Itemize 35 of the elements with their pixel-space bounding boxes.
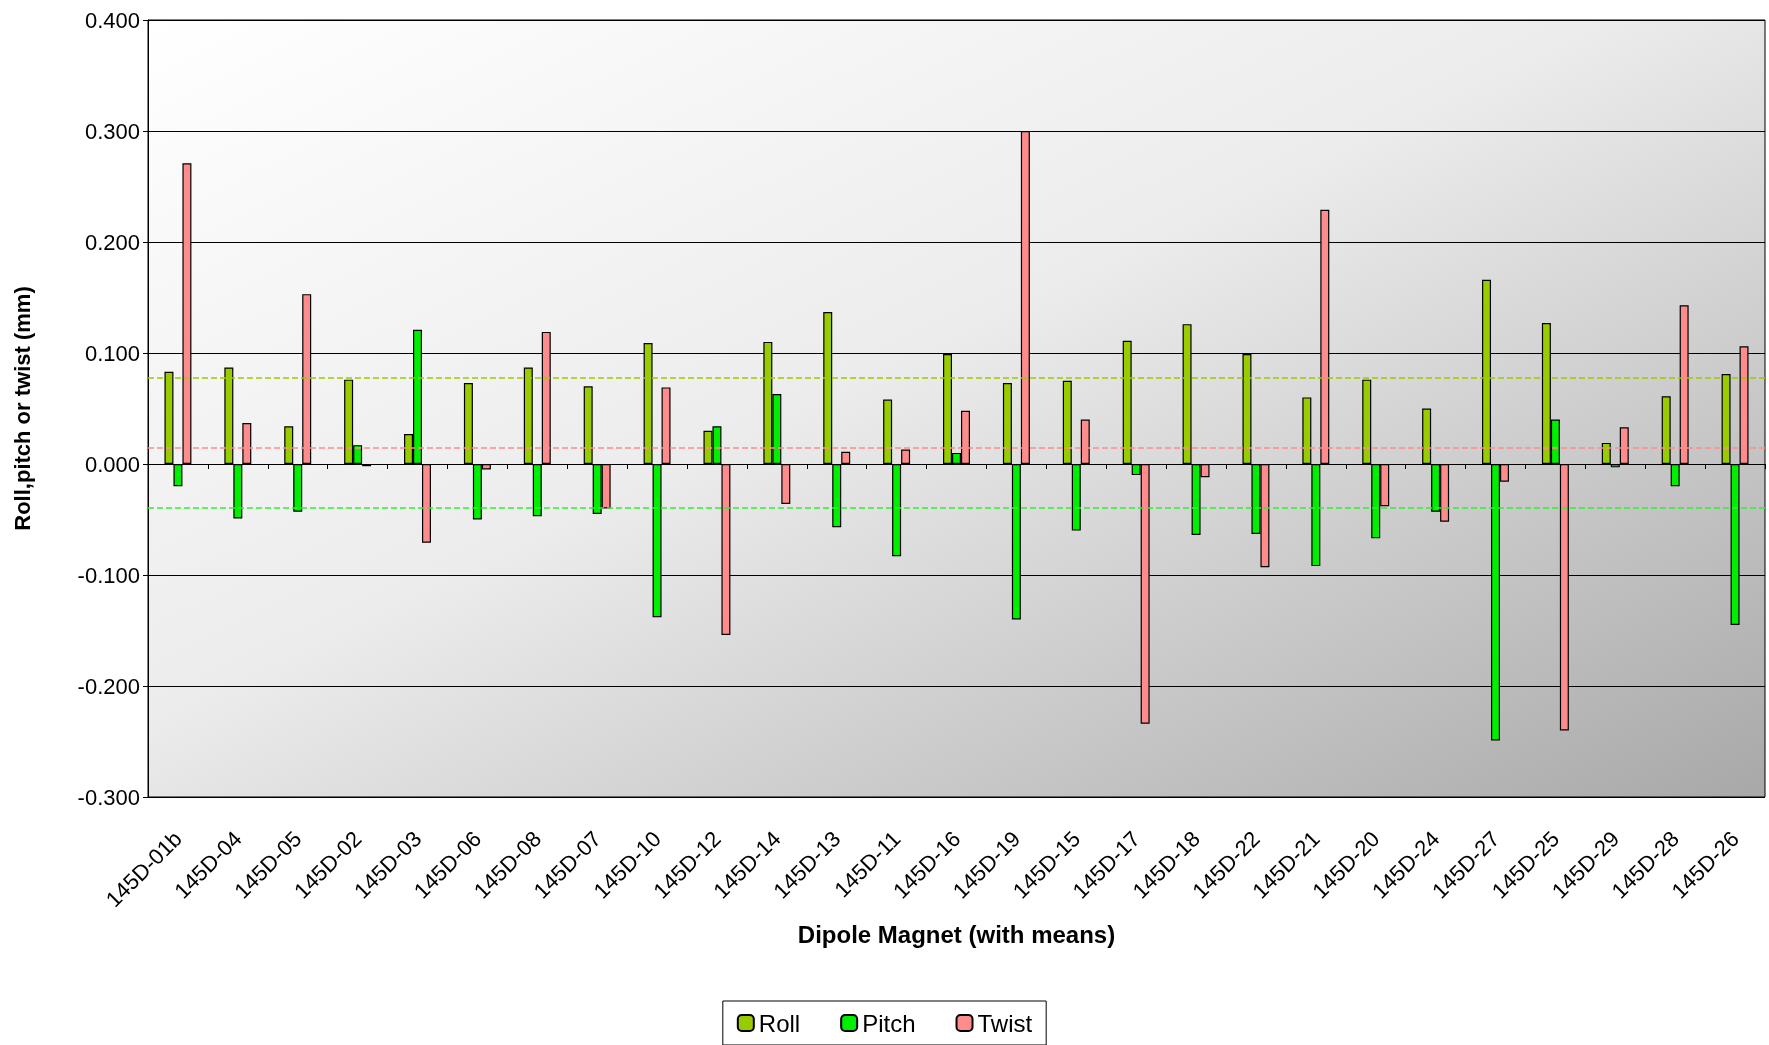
y-tick-label: -0.100 [77, 562, 140, 588]
bar [781, 464, 791, 504]
bar [463, 382, 473, 464]
legend-label: Roll [758, 1009, 801, 1037]
y-tick-label: -0.300 [77, 784, 140, 810]
bar [421, 464, 431, 543]
y-tick-label: -0.200 [77, 673, 140, 699]
bar [883, 399, 893, 464]
y-axis-title: Roll,pitch or twist (mm) [9, 286, 35, 531]
bar [1071, 464, 1081, 531]
bar [1002, 382, 1012, 464]
bar [1661, 396, 1671, 464]
x-axis-title: Dipole Magnet (with means) [797, 920, 1116, 948]
legend-label: Pitch [862, 1009, 916, 1037]
bar [1302, 397, 1312, 464]
y-tick-label: 0.300 [84, 118, 140, 144]
bar [892, 464, 902, 557]
bar [1062, 380, 1072, 464]
bar [532, 464, 542, 517]
bar [841, 451, 851, 464]
bar [832, 464, 842, 528]
y-tick-label: 0.400 [84, 7, 140, 33]
bar [1311, 464, 1321, 567]
bar [1610, 464, 1620, 468]
bar [233, 464, 243, 519]
bar [1670, 464, 1680, 487]
y-tick-label: 0.100 [84, 340, 140, 366]
bar [284, 426, 294, 464]
bar [293, 464, 303, 512]
y-tick-label: 0.000 [84, 451, 140, 477]
bar [583, 386, 593, 464]
bar [1422, 408, 1432, 464]
bar [1601, 442, 1611, 464]
y-tick-label: 0.200 [84, 229, 140, 255]
legend-label: Twist [977, 1009, 1033, 1037]
